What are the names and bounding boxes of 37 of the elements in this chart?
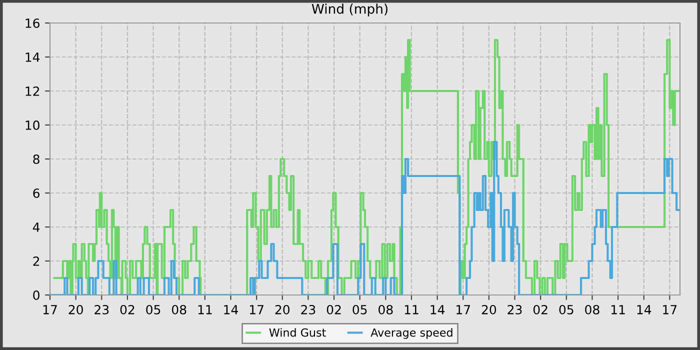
x-tick-label: 20 (275, 304, 290, 314)
x-tick-label: 08 (585, 304, 600, 314)
legend-label: Average speed (370, 328, 452, 339)
x-tick-label: 08 (378, 304, 393, 314)
x-tick-label: 05 (559, 304, 574, 314)
x-tick-label: 23 (508, 304, 522, 314)
x-tick-label: 05 (146, 304, 160, 314)
x-tick-label: 17 (456, 305, 470, 314)
y-tick-label: 8 (33, 154, 40, 164)
y-tick-label: 14 (26, 52, 40, 62)
x-tick-label: 14 (224, 305, 238, 314)
x-tick-label: 23 (94, 304, 109, 314)
y-tick-label: 0 (33, 290, 40, 300)
x-tick-label: 08 (172, 304, 186, 314)
x-tick-label: 23 (301, 304, 316, 314)
x-tick-label: 17 (663, 305, 677, 314)
y-tick-label: 4 (32, 222, 40, 232)
x-tick-label: 17 (250, 305, 264, 314)
chart-title: Wind (mph) (312, 4, 388, 16)
x-tick-label: 02 (120, 304, 134, 314)
x-tick-label: 11 (404, 305, 418, 314)
y-tick-label: 6 (33, 188, 40, 198)
x-tick-label: 20 (482, 304, 496, 314)
x-tick-label: 02 (326, 304, 341, 314)
y-tick-label: 12 (26, 86, 40, 96)
x-tick-label: 02 (533, 304, 548, 314)
y-tick-label: 10 (26, 120, 40, 130)
x-tick-label: 11 (198, 305, 212, 314)
x-tick-label: 14 (430, 305, 445, 314)
x-tick-label: 11 (611, 305, 625, 314)
x-tick-label: 17 (43, 305, 57, 314)
legend-label: Wind Gust (269, 328, 326, 337)
x-tick-label: 20 (68, 304, 83, 314)
x-tick-label: 14 (637, 305, 652, 314)
x-tick-label: 05 (352, 304, 367, 314)
y-tick-label: 2 (33, 256, 40, 266)
y-tick-label: 16 (26, 18, 40, 28)
